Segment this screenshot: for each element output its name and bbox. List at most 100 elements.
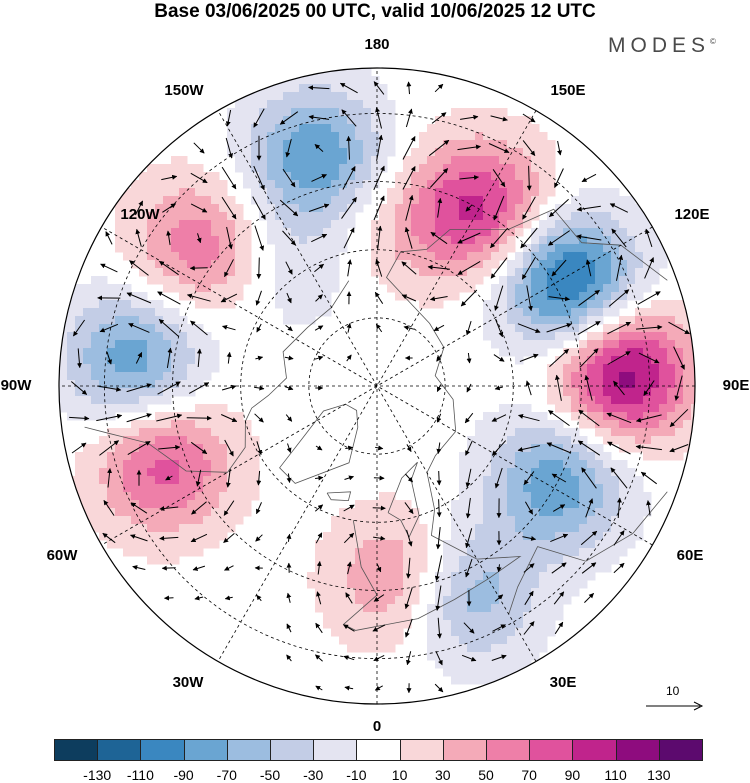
field-cell [379, 124, 388, 133]
field-cell [371, 580, 380, 589]
field-cell [611, 276, 620, 285]
field-cell [547, 532, 556, 541]
field-cell [683, 340, 692, 349]
field-cell [155, 412, 164, 421]
field-cell [123, 484, 132, 493]
field-cell [363, 532, 372, 541]
field-cell [507, 132, 516, 141]
field-cell [59, 348, 68, 357]
field-cell [587, 484, 596, 493]
field-cell [531, 612, 540, 621]
field-cell [115, 500, 124, 509]
field-cell [323, 164, 332, 173]
field-cell [523, 268, 532, 277]
field-cell [475, 276, 484, 285]
field-cell [555, 572, 564, 581]
field-cell [339, 188, 348, 197]
field-cell [491, 540, 500, 549]
field-cell [299, 92, 308, 101]
field-cell [531, 236, 540, 245]
field-cell [443, 620, 452, 629]
field-cell [195, 460, 204, 469]
field-cell [507, 604, 516, 613]
field-cell [299, 156, 308, 165]
field-cell [275, 148, 284, 157]
field-cell [91, 492, 100, 501]
field-cell [275, 92, 284, 101]
field-cell [403, 220, 412, 229]
field-cell [459, 276, 468, 285]
field-cell [387, 540, 396, 549]
field-cell [515, 212, 524, 221]
field-cell [547, 260, 556, 269]
field-cell [155, 484, 164, 493]
field-cell [243, 180, 252, 189]
field-cell [611, 428, 620, 437]
field-cell [75, 412, 84, 421]
wind-arrow [436, 470, 442, 486]
wind-arrow [576, 205, 601, 212]
field-cell [235, 148, 244, 157]
field-cell [315, 276, 324, 285]
field-cell [275, 260, 284, 269]
field-cell [267, 228, 276, 237]
field-cell [619, 332, 628, 341]
wind-arrow [646, 500, 652, 516]
field-cell [371, 236, 380, 245]
field-cell [171, 156, 180, 165]
field-cell [651, 372, 660, 381]
field-cell [195, 492, 204, 501]
field-cell [515, 300, 524, 309]
field-cell [491, 420, 500, 429]
field-cell [483, 668, 492, 677]
field-cell [163, 548, 172, 557]
field-cell [539, 508, 548, 517]
wind-arrow [314, 263, 324, 273]
field-cell [171, 308, 180, 317]
field-cell [243, 156, 252, 165]
field-cell [611, 340, 620, 349]
field-cell [163, 220, 172, 229]
field-cell [115, 204, 124, 213]
field-cell [387, 212, 396, 221]
field-cell [539, 332, 548, 341]
field-cell [83, 380, 92, 389]
field-cell [523, 340, 532, 349]
field-cell [555, 540, 564, 549]
field-cell [603, 308, 612, 317]
wind-arrow [346, 354, 352, 362]
field-cell [139, 492, 148, 501]
field-cell [155, 164, 164, 173]
field-cell [427, 236, 436, 245]
field-cell [67, 380, 76, 389]
field-cell [539, 300, 548, 309]
field-cell [419, 524, 428, 533]
wind-arrow [224, 259, 234, 278]
field-cell [443, 236, 452, 245]
wind-arrow [195, 469, 202, 487]
field-cell [635, 220, 644, 229]
field-cell [579, 308, 588, 317]
field-cell [307, 580, 316, 589]
field-cell [187, 428, 196, 437]
field-cell [91, 316, 100, 325]
field-cell [507, 236, 516, 245]
field-cell [531, 412, 540, 421]
field-cell [579, 516, 588, 525]
field-cell [491, 660, 500, 669]
field-cell [355, 524, 364, 533]
field-cell [219, 460, 228, 469]
field-cell [339, 100, 348, 109]
field-cell [499, 428, 508, 437]
field-cell [387, 524, 396, 533]
field-cell [411, 204, 420, 213]
field-cell [459, 164, 468, 173]
wind-arrow [606, 412, 632, 424]
field-cell [643, 236, 652, 245]
wind-arrow [669, 408, 689, 428]
field-cell [411, 276, 420, 285]
field-cell [211, 196, 220, 205]
field-cell [603, 188, 612, 197]
field-cell [483, 420, 492, 429]
field-cell [403, 516, 412, 525]
